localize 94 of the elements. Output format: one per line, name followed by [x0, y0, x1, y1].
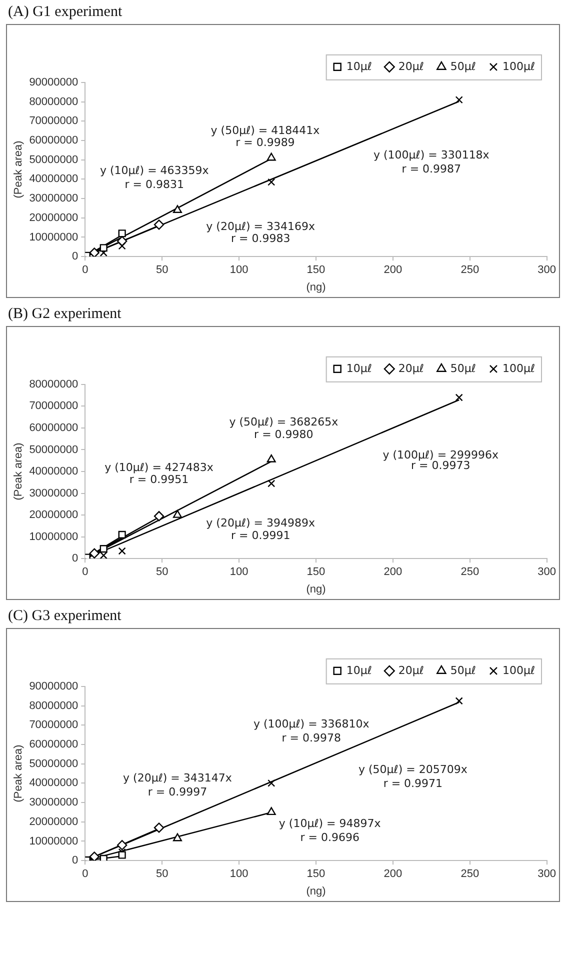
y-tick-label: 80000000 [29, 700, 78, 712]
legend-label: 50μℓ [450, 362, 476, 375]
x-tick-label: 250 [460, 264, 480, 276]
y-tick-label: 10000000 [29, 231, 78, 244]
y-tick-label: 30000000 [29, 796, 78, 809]
legend-label: 10μℓ [346, 362, 372, 375]
y-tick-label: 60000000 [29, 738, 78, 750]
y-tick-label: 60000000 [29, 134, 78, 146]
annotation: r = 0.9831 [124, 178, 184, 192]
annotation: y (20μℓ) = 334169x [206, 220, 316, 233]
legend-label: 100μℓ [502, 362, 536, 375]
x-tick-label: 300 [538, 264, 556, 276]
y-axis-title: (Peak area) [12, 442, 25, 500]
y-tick-label: 20000000 [29, 509, 78, 522]
annotation: y (50μℓ) = 368265x [229, 416, 339, 429]
x-tick-label: 150 [306, 868, 326, 880]
annotation: y (100μℓ) = 336810x [253, 718, 370, 731]
chart-title: (A) G1 experiment [7, 3, 124, 22]
x-tick-label: 0 [82, 566, 88, 578]
x-tick-label: 200 [384, 868, 402, 880]
annotation: r = 0.9980 [254, 428, 314, 441]
annotation: y (100μℓ) = 299996x [382, 448, 500, 462]
x-tick-label: 100 [230, 566, 248, 578]
annotation: r = 0.9983 [230, 232, 290, 246]
x-tick-label: 50 [156, 264, 168, 276]
legend-label: 20μℓ [398, 362, 424, 375]
annotation: r = 0.9951 [129, 473, 189, 486]
y-tick-label: 70000000 [29, 400, 78, 412]
annotation: r = 0.9971 [383, 776, 443, 790]
annotation: r = 0.9997 [148, 786, 208, 799]
y-tick-label: 0 [72, 552, 78, 565]
x-axis-title: (ng) [306, 583, 326, 596]
legend-label: 20μℓ [398, 60, 424, 73]
x-tick-label: 0 [82, 868, 88, 880]
y-tick-label: 20000000 [29, 816, 78, 828]
annotation: r = 0.9989 [236, 136, 295, 150]
annotation: y (10μℓ) = 427483x [104, 460, 214, 474]
x-tick-label: 200 [384, 566, 402, 578]
y-axis-title: (Peak area) [12, 744, 25, 802]
y-tick-label: 30000000 [29, 487, 78, 500]
annotation: y (10μℓ) = 463359x [100, 164, 210, 178]
y-tick-label: 20000000 [29, 212, 78, 224]
y-tick-label: 40000000 [29, 173, 78, 186]
y-tick-label: 40000000 [29, 777, 78, 790]
legend-label: 10μℓ [346, 60, 372, 73]
x-tick-label: 50 [156, 566, 168, 578]
annotation: y (50μℓ) = 418441x [210, 124, 320, 138]
y-tick-label: 90000000 [29, 680, 78, 692]
y-tick-label: 30000000 [29, 192, 78, 205]
x-tick-label: 300 [538, 868, 556, 880]
annotation: r = 0.9987 [402, 162, 462, 176]
annotation: y (10μℓ) = 94897x [278, 816, 382, 830]
y-tick-label: 10000000 [29, 835, 78, 848]
y-tick-label: 0 [72, 854, 78, 867]
y-tick-label: 60000000 [29, 422, 78, 434]
x-tick-label: 250 [460, 566, 480, 578]
x-axis-title: (ng) [306, 885, 326, 898]
x-tick-label: 150 [306, 264, 326, 276]
chart-title: (C) G3 experiment [7, 607, 122, 626]
y-tick-label: 50000000 [29, 444, 78, 456]
y-tick-label: 50000000 [29, 154, 78, 166]
annotation: r = 0.9978 [282, 732, 341, 745]
y-tick-label: 80000000 [29, 96, 78, 108]
annotation: y (20μℓ) = 343147x [123, 772, 232, 785]
x-tick-label: 200 [384, 264, 402, 276]
annotation: r = 0.9991 [230, 528, 290, 542]
x-tick-label: 150 [306, 566, 326, 578]
annotation: r = 0.9696 [300, 830, 360, 844]
y-tick-label: 0 [72, 250, 78, 263]
y-tick-label: 50000000 [29, 758, 78, 770]
legend-label: 50μℓ [450, 664, 476, 677]
y-tick-label: 90000000 [29, 76, 78, 88]
legend-label: 50μℓ [450, 60, 476, 73]
x-tick-label: 100 [230, 868, 248, 880]
x-tick-label: 250 [460, 868, 480, 880]
chart-title: (B) G2 experiment [7, 305, 122, 324]
y-tick-label: 70000000 [29, 719, 78, 732]
annotation: y (20μℓ) = 394989x [206, 516, 316, 530]
x-axis-title: (ng) [306, 281, 326, 294]
x-tick-label: 50 [156, 868, 168, 880]
y-tick-label: 80000000 [29, 378, 78, 390]
legend-label: 20μℓ [398, 664, 424, 677]
y-tick-label: 10000000 [29, 530, 78, 543]
y-tick-label: 40000000 [29, 466, 78, 478]
y-axis-title: (Peak area) [12, 140, 25, 198]
annotation: y (100μℓ) = 330118x [373, 148, 490, 162]
legend-label: 10μℓ [346, 664, 372, 677]
legend-label: 100μℓ [502, 60, 536, 73]
annotation: y (50μℓ) = 205709x [358, 762, 468, 776]
x-tick-label: 100 [230, 264, 248, 276]
legend-label: 100μℓ [502, 664, 536, 677]
x-tick-label: 300 [538, 566, 556, 578]
x-tick-label: 0 [82, 264, 88, 276]
y-tick-label: 70000000 [29, 115, 78, 128]
